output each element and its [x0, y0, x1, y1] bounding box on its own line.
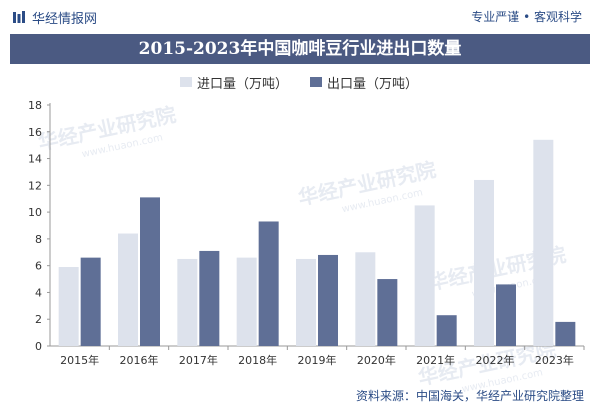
y-tick-label: 14 [28, 153, 42, 166]
brand-name: 华经情报网 [32, 12, 98, 27]
import-bar [414, 205, 435, 346]
import-bar [118, 233, 138, 346]
export-bar [140, 197, 160, 346]
y-tick-label: 18 [28, 99, 42, 112]
import-bar [296, 258, 316, 346]
export-bar [318, 254, 338, 346]
legend-swatch-import [180, 77, 192, 87]
legend-label-export: 出口量（万吨） [327, 77, 419, 92]
y-tick-label: 10 [28, 206, 42, 219]
x-tick-label: 2020年 [357, 353, 396, 367]
y-tick-label: 8 [35, 233, 42, 246]
y-tick-label: 0 [35, 340, 42, 353]
legend-swatch-export [310, 77, 322, 87]
export-bar [377, 279, 398, 346]
y-tick-label: 4 [35, 286, 42, 299]
brand-logo-icon [13, 11, 25, 23]
title-bar: 2015-2023年中国咖啡豆行业进出口数量 [10, 34, 590, 64]
import-bar [355, 252, 376, 346]
import-bar [58, 267, 79, 346]
y-tick-label: 2 [35, 313, 42, 326]
export-bar [496, 284, 516, 346]
y-tick-label: 16 [28, 126, 42, 139]
x-tick-label: 2021年 [416, 353, 455, 367]
export-bar [258, 221, 279, 346]
import-bar [474, 179, 494, 346]
chart-title: 2015-2023年中国咖啡豆行业进出口数量 [138, 39, 462, 59]
import-bar [533, 139, 554, 346]
legend-label-import: 进口量（万吨） [197, 77, 289, 92]
x-tick-label: 2015年 [60, 353, 99, 367]
x-tick-labels: 2015年 2016年 2017年 2018年 2019年 2020年 2021年 2022年… [60, 353, 574, 367]
import-bar [177, 258, 198, 346]
source-note: 资料来源：中国海关，华经产业研究院整理 [355, 389, 584, 403]
chart-bars [58, 139, 576, 346]
x-tick-label: 2019年 [298, 353, 337, 367]
y-tick-label: 6 [35, 260, 42, 273]
export-bar [80, 257, 101, 346]
x-tick-label: 2022年 [476, 353, 515, 367]
x-tick-label: 2018年 [238, 353, 277, 367]
export-bar [436, 315, 457, 346]
import-bar [236, 257, 257, 346]
x-tick-label: 2016年 [120, 353, 159, 367]
chart-axes [47, 103, 585, 350]
export-bar [555, 321, 576, 346]
slogan: 专业严谨 • 客观科学 [471, 10, 582, 24]
x-tick-label: 2023年 [535, 353, 574, 367]
y-tick-label: 12 [28, 179, 42, 192]
top-bar: 华经情报网 专业严谨 • 客观科学 [0, 0, 600, 34]
y-tick-labels: 0 2 4 6 8 10 12 14 16 18 [28, 99, 42, 353]
export-bar [199, 250, 220, 346]
x-tick-label: 2017年 [179, 353, 218, 367]
